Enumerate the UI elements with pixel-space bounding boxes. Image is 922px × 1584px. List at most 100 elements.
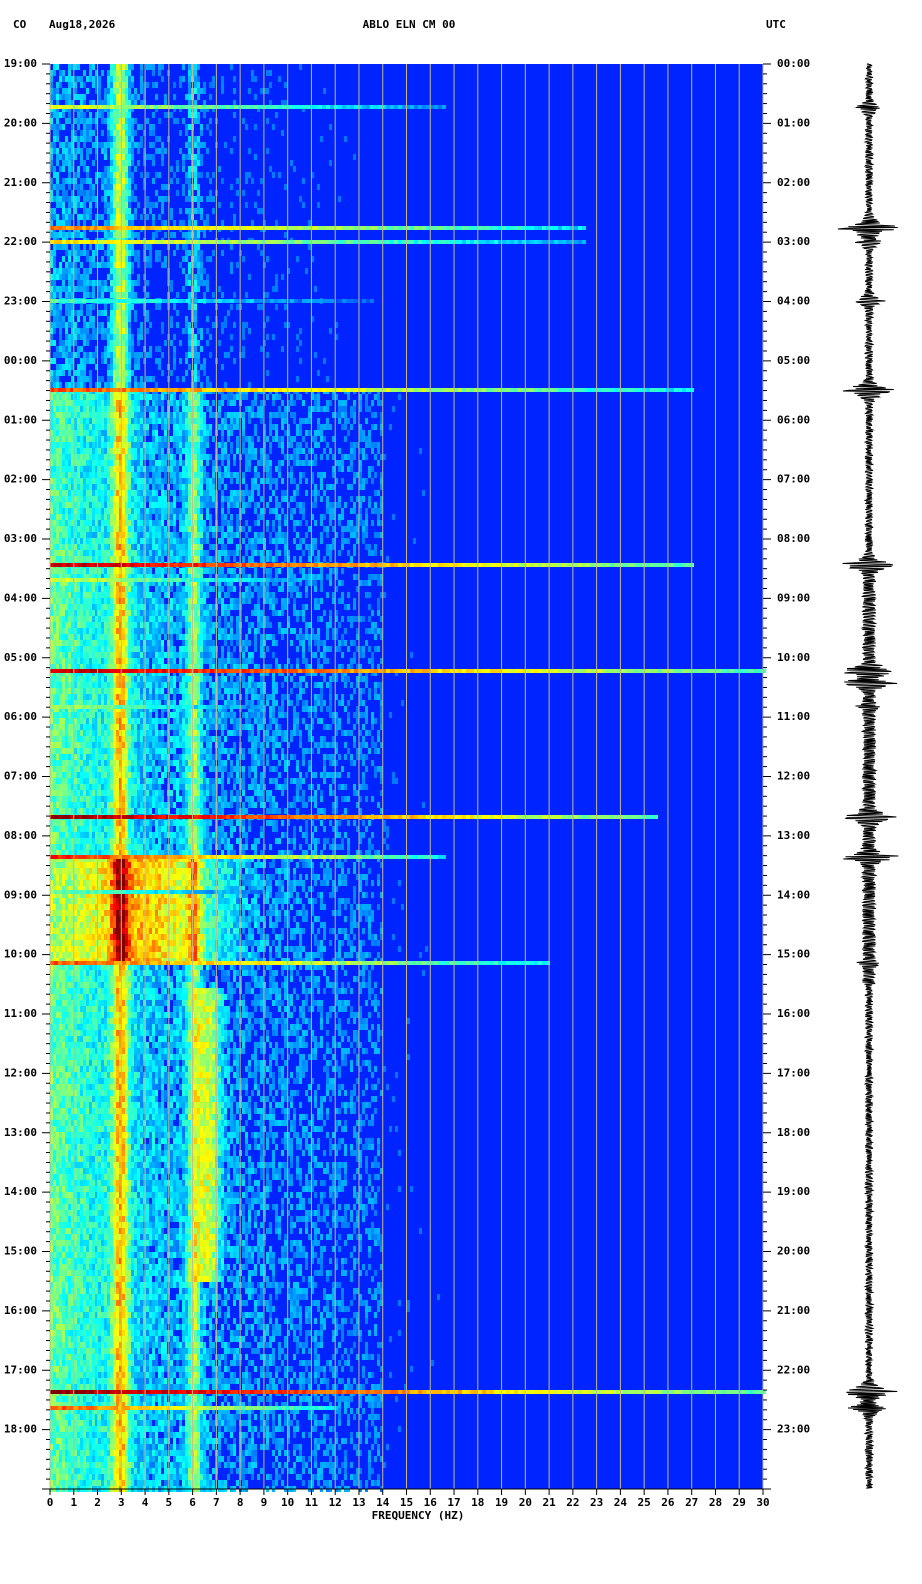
- spectrogram-cell: [137, 400, 140, 406]
- spectrogram-cell: [116, 604, 119, 610]
- spectrogram-cell: [218, 424, 221, 430]
- timezone: UTC: [766, 18, 786, 31]
- spectrogram-cell: [266, 256, 269, 262]
- spectrogram-cell: [185, 424, 188, 430]
- spectrogram-cell: [134, 412, 137, 418]
- spectrogram-cell: [140, 604, 143, 610]
- spectrogram-cell: [116, 214, 119, 220]
- spectrogram-cell: [131, 532, 134, 538]
- spectrogram-cell: [188, 64, 191, 70]
- spectrogram-cell: [107, 490, 110, 496]
- spectrogram-cell: [83, 400, 86, 406]
- spectrogram-cell: [116, 610, 119, 616]
- spectrogram-cell: [62, 466, 65, 472]
- spectrogram-cell: [275, 532, 278, 538]
- spectrogram-cell: [131, 100, 134, 106]
- spectrogram-cell: [122, 280, 125, 286]
- spectrogram-cell: [314, 352, 317, 358]
- spectrogram-cell: [98, 442, 101, 448]
- spectrogram-cell: [101, 598, 104, 604]
- spectrogram-cell: [179, 148, 182, 154]
- spectrogram-cell: [194, 76, 197, 82]
- spectrogram-cell: [71, 610, 74, 616]
- spectrogram-cell: [197, 118, 200, 124]
- spectrogram-cell: [185, 280, 188, 286]
- spectrogram-cell: [272, 124, 275, 130]
- spectrogram-cell: [116, 490, 119, 496]
- spectrogram-cell: [284, 490, 287, 496]
- spectrogram-cell: [194, 406, 197, 412]
- spectrogram-cell: [56, 514, 59, 520]
- spectrogram-cell: [329, 544, 332, 550]
- spectrogram-cell: [128, 94, 131, 100]
- spectrogram-cell: [422, 490, 425, 496]
- spectrogram-cell: [197, 196, 200, 202]
- spectrogram-cell: [50, 280, 53, 286]
- spectrogram-cell: [293, 586, 296, 592]
- spectrogram-cell: [92, 610, 95, 616]
- spectrogram-cell: [170, 538, 173, 544]
- spectrogram-cell: [221, 568, 224, 574]
- spectrogram-cell: [122, 568, 125, 574]
- spectrogram-cell: [224, 394, 227, 400]
- spectrogram-cell: [137, 328, 140, 334]
- spectrogram-cell: [107, 208, 110, 214]
- spectrogram-cell: [83, 112, 86, 118]
- spectrogram-cell: [149, 490, 152, 496]
- spectrogram-cell: [122, 112, 125, 118]
- spectrogram-cell: [65, 394, 68, 400]
- spectrogram-cell: [134, 532, 137, 538]
- spectrogram-cell: [305, 604, 308, 610]
- spectrogram-cell: [245, 202, 248, 208]
- spectrogram-cell: [293, 412, 296, 418]
- spectrogram-cell: [119, 202, 122, 208]
- spectrogram-cell: [308, 412, 311, 418]
- spectrogram-cell: [287, 568, 290, 574]
- spectrogram-cell: [140, 586, 143, 592]
- spectrogram-cell: [50, 334, 53, 340]
- spectrogram-cell: [107, 328, 110, 334]
- spectrogram-cell: [242, 412, 245, 418]
- spectrogram-cell: [212, 568, 215, 574]
- spectrogram-cell: [365, 418, 368, 424]
- spectrogram-cell: [50, 592, 53, 598]
- spectrogram-cell: [203, 604, 206, 610]
- spectrogram-cell: [134, 592, 137, 598]
- spectrogram-cell: [62, 526, 65, 532]
- spectrogram-cell: [158, 454, 161, 460]
- spectrogram-cell: [149, 412, 152, 418]
- spectrogram-cell: [53, 274, 56, 280]
- spectrogram-cell: [368, 616, 371, 622]
- spectrogram-cell: [113, 316, 116, 322]
- spectrogram-cell: [77, 436, 80, 442]
- spectrogram-cell: [128, 598, 131, 604]
- spectrogram-cell: [146, 214, 149, 220]
- spectrogram-cell: [116, 148, 119, 154]
- spectrogram-cell: [341, 400, 344, 406]
- spectrogram-cell: [200, 400, 203, 406]
- spectrogram-cell: [65, 268, 68, 274]
- spectrogram-cell: [209, 94, 212, 100]
- spectrogram-cell: [110, 442, 113, 448]
- spectrogram-cell: [245, 448, 248, 454]
- spectrogram-cell: [257, 538, 260, 544]
- spectrogram-cell: [170, 478, 173, 484]
- spectrogram-cell: [95, 430, 98, 436]
- spectrogram-cell: [71, 394, 74, 400]
- spectrogram-cell: [368, 574, 371, 580]
- spectrogram-cell: [119, 244, 122, 250]
- spectrogram-cell: [71, 520, 74, 526]
- spectrogram-cell: [173, 532, 176, 538]
- spectrogram-cell: [95, 262, 98, 268]
- spectrogram-cell: [272, 394, 275, 400]
- spectrogram-cell: [185, 598, 188, 604]
- spectrogram-cell: [125, 64, 128, 70]
- spectrogram-cell: [89, 100, 92, 106]
- spectrogram-cell: [128, 100, 131, 106]
- spectrogram-cell: [86, 352, 89, 358]
- spectrogram-cell: [137, 430, 140, 436]
- spectrogram-cell: [95, 598, 98, 604]
- spectrogram-cell: [107, 94, 110, 100]
- spectrogram-cell: [275, 580, 278, 586]
- spectrogram-cell: [98, 514, 101, 520]
